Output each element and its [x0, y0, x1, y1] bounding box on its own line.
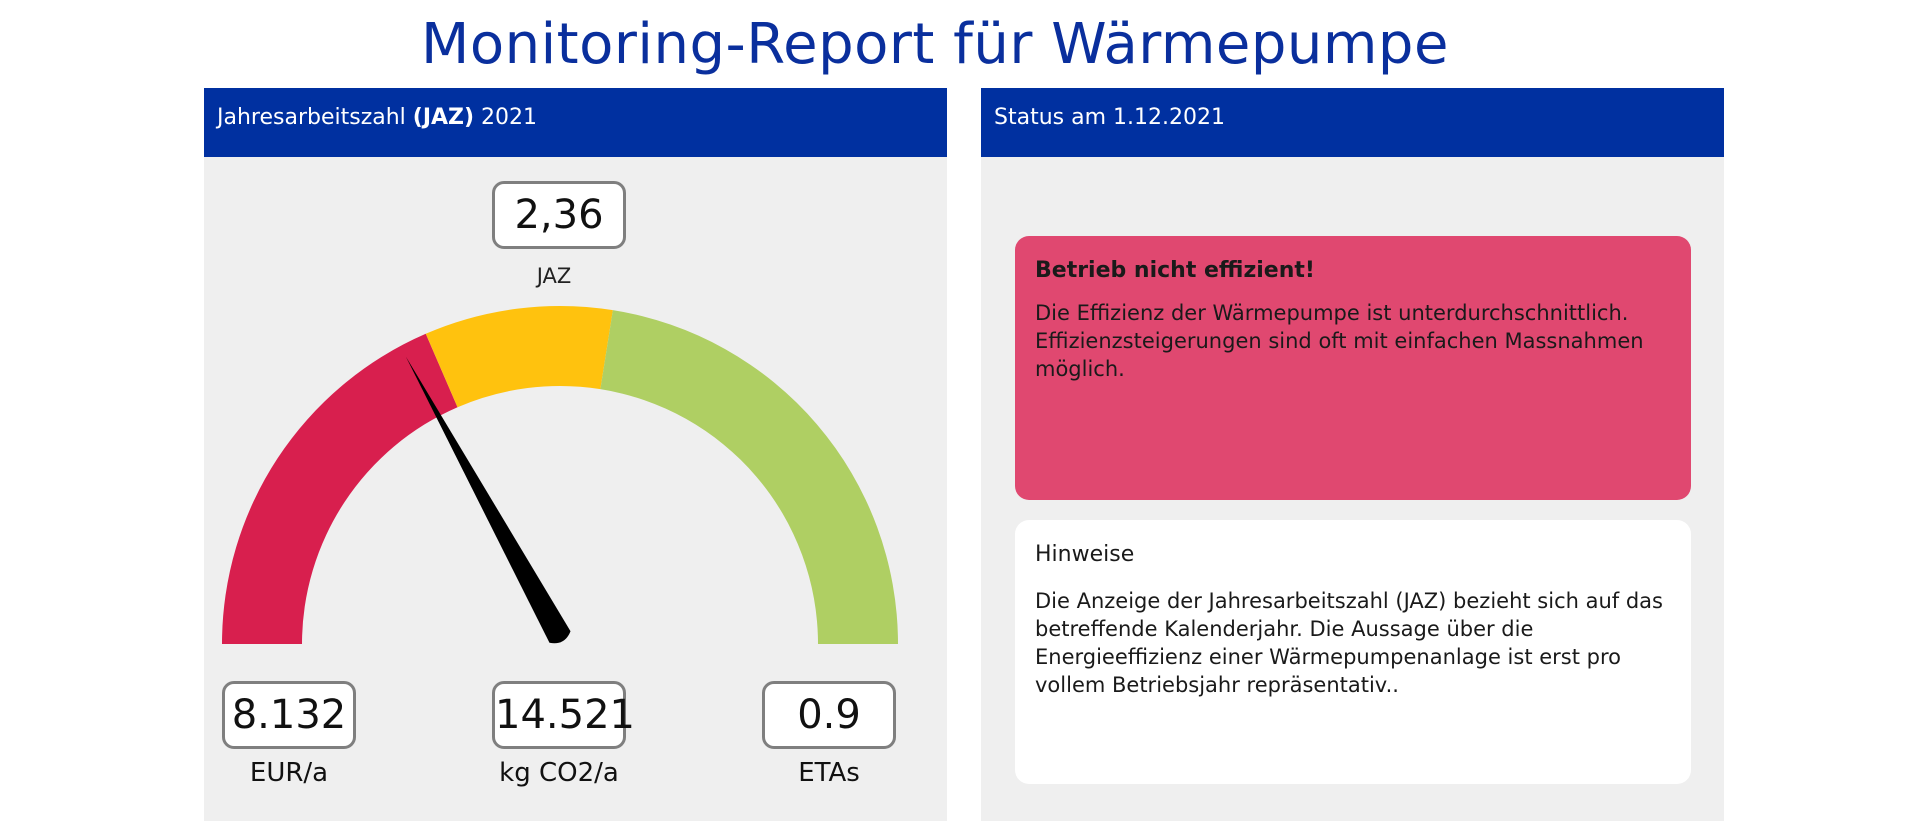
etas-value-box: 0.9 — [762, 681, 896, 749]
gauge-segment-red — [222, 333, 458, 644]
jaz-label: JAZ — [536, 264, 572, 288]
jaz-gauge — [222, 306, 898, 644]
cost-value: 8.132 — [231, 692, 347, 738]
etas-value: 0.9 — [797, 692, 861, 738]
co2-value: 14.521 — [495, 692, 635, 738]
co2-value-box: 14.521 — [492, 681, 635, 749]
jaz-value-box: 2,36 — [492, 181, 626, 249]
etas-unit: ETAs — [798, 758, 860, 788]
jaz-panel: Jahresarbeitszahl (JAZ) 2021 2,36 JAZ 8.… — [204, 88, 947, 821]
gauge-segment-green — [600, 310, 898, 644]
jaz-panel-header: Jahresarbeitszahl (JAZ) 2021 — [204, 88, 947, 157]
status-panel: Status am 1.12.2021 Betrieb nicht effizi… — [981, 88, 1724, 821]
hint-body: Die Anzeige der Jahresarbeitszahl (JAZ) … — [1035, 589, 1663, 697]
jaz-header-prefix: Jahresarbeitszahl — [217, 105, 413, 130]
cost-unit: EUR/a — [249, 758, 329, 788]
alert-title: Betrieb nicht effizient! — [1035, 258, 1315, 283]
status-panel-header: Status am 1.12.2021 — [981, 88, 1724, 157]
efficiency-alert-card: Betrieb nicht effizient! Die Effizienz d… — [1015, 236, 1691, 500]
jaz-header-suffix: 2021 — [474, 105, 538, 130]
hint-title: Hinweise — [1035, 542, 1135, 567]
hint-card: Hinweise Die Anzeige der Jahresarbeitsza… — [1015, 520, 1691, 784]
jaz-value: 2,36 — [514, 192, 604, 238]
page-title: Monitoring-Report für Wärmepumpe — [421, 12, 1449, 77]
alert-body: Die Effizienz der Wärmepumpe ist unterdu… — [1035, 301, 1644, 381]
cost-value-box: 8.132 — [222, 681, 356, 749]
gauge-segment-yellow — [425, 306, 613, 408]
co2-unit: kg CO2/a — [499, 758, 619, 788]
jaz-header-bold: (JAZ) — [412, 105, 475, 130]
gauge-needle — [405, 356, 571, 644]
